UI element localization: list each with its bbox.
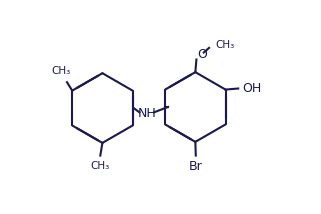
Text: CH₃: CH₃ (215, 40, 235, 50)
Text: NH: NH (137, 107, 156, 120)
Text: Br: Br (189, 160, 203, 173)
Text: CH₃: CH₃ (91, 161, 110, 171)
Text: OH: OH (242, 82, 262, 95)
Text: O: O (197, 48, 207, 61)
Text: CH₃: CH₃ (51, 66, 70, 76)
